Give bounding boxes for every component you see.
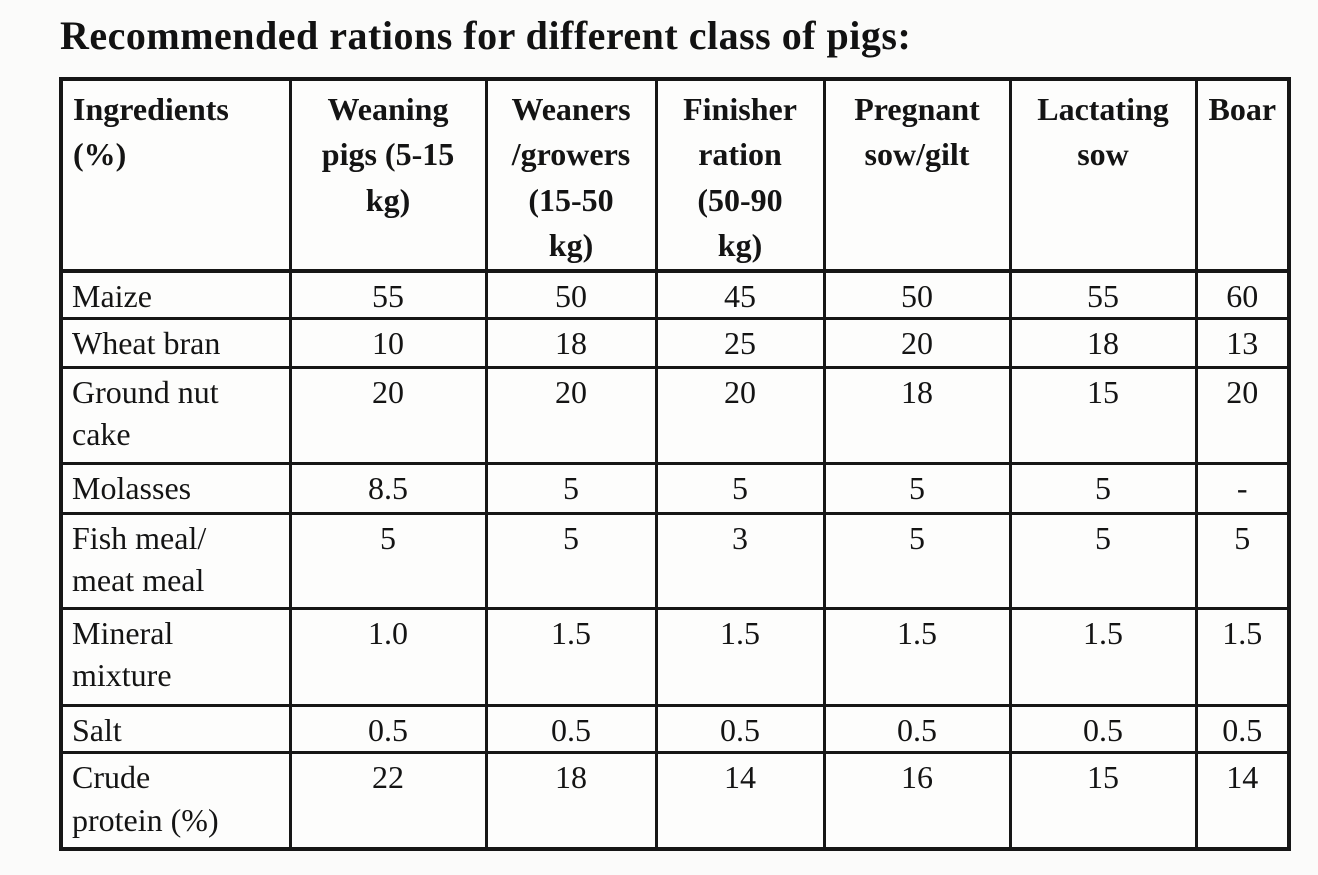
table-row-molasses: Molasses 8.5 5 5 5 5 - [59, 462, 1291, 516]
cell-value: 1.5 [654, 607, 826, 708]
column-header-boar: Boar [1194, 77, 1291, 273]
cell-value: 5 [1194, 512, 1291, 611]
cell-value: 20 [288, 366, 488, 466]
rations-table: Ingredients (%) Weaning pigs (5-15 kg) W… [59, 77, 1291, 851]
cell-value: 8.5 [288, 462, 488, 516]
cell-value: 1.5 [1194, 607, 1291, 708]
table-row-salt: Salt 0.5 0.5 0.5 0.5 0.5 0.5 [59, 704, 1291, 755]
cell-value: 0.5 [654, 704, 826, 755]
column-header-ingredients: Ingredients (%) [59, 77, 292, 273]
cell-value: 5 [654, 462, 826, 516]
cell-value: 18 [484, 317, 658, 370]
cell-value: 25 [654, 317, 826, 370]
cell-value: 16 [822, 751, 1012, 851]
ingredient-name: Ground nut cake [59, 366, 292, 466]
column-header-finisher-ration: Finisher ration (50-90 kg) [654, 77, 826, 273]
cell-value: 5 [822, 462, 1012, 516]
cell-value: 0.5 [1008, 704, 1198, 755]
table-row-ground-nut-cake: Ground nut cake 20 20 20 18 15 20 [59, 366, 1291, 466]
cell-value: 3 [654, 512, 826, 611]
cell-value: 50 [484, 269, 658, 321]
ingredient-name: Mineral mixture [59, 607, 292, 708]
cell-value: 0.5 [484, 704, 658, 755]
column-header-lactating-sow: Lactating sow [1008, 77, 1198, 273]
cell-value: 20 [822, 317, 1012, 370]
ingredient-name: Maize [59, 269, 292, 321]
cell-value: 1.5 [1008, 607, 1198, 708]
cell-value: 14 [1194, 751, 1291, 851]
cell-value: 50 [822, 269, 1012, 321]
ingredient-name: Salt [59, 704, 292, 755]
page-title: Recommended rations for different class … [60, 13, 912, 58]
cell-value: 60 [1194, 269, 1291, 321]
cell-value: 22 [288, 751, 488, 851]
cell-value: 5 [288, 512, 488, 611]
column-header-pregnant-sow: Pregnant sow/gilt [822, 77, 1012, 273]
cell-value: 5 [484, 512, 658, 611]
cell-value: 5 [822, 512, 1012, 611]
cell-value: 1.0 [288, 607, 488, 708]
table-row-crude-protein: Crude protein (%) 22 18 14 16 15 14 [59, 751, 1291, 851]
cell-value: 13 [1194, 317, 1291, 370]
cell-value: 5 [1008, 462, 1198, 516]
cell-value: 5 [484, 462, 658, 516]
cell-value: 20 [654, 366, 826, 466]
header-row: Ingredients (%) Weaning pigs (5-15 kg) W… [59, 77, 1291, 273]
cell-value: 45 [654, 269, 826, 321]
cell-value: 18 [822, 366, 1012, 466]
cell-value: 14 [654, 751, 826, 851]
table-row-maize: Maize 55 50 45 50 55 60 [59, 269, 1291, 321]
ingredient-name: Wheat bran [59, 317, 292, 370]
cell-value: 15 [1008, 751, 1198, 851]
cell-value: 55 [1008, 269, 1198, 321]
table-row-mineral-mixture: Mineral mixture 1.0 1.5 1.5 1.5 1.5 1.5 [59, 607, 1291, 708]
cell-value: 20 [484, 366, 658, 466]
cell-value: 0.5 [822, 704, 1012, 755]
cell-value: 0.5 [1194, 704, 1291, 755]
ingredient-name: Crude protein (%) [59, 751, 292, 851]
cell-value: 18 [1008, 317, 1198, 370]
table-row-fish-meal: Fish meal/ meat meal 5 5 3 5 5 5 [59, 512, 1291, 611]
cell-value: 5 [1008, 512, 1198, 611]
column-header-weaning-pigs: Weaning pigs (5-15 kg) [288, 77, 488, 273]
cell-value: 1.5 [822, 607, 1012, 708]
cell-value: 10 [288, 317, 488, 370]
cell-value: 18 [484, 751, 658, 851]
column-header-weaners-growers: Weaners /growers (15-50 kg) [484, 77, 658, 273]
table-header: Ingredients (%) Weaning pigs (5-15 kg) W… [59, 77, 1291, 273]
table-row-wheat-bran: Wheat bran 10 18 25 20 18 13 [59, 317, 1291, 370]
cell-value: 0.5 [288, 704, 488, 755]
cell-value: 20 [1194, 366, 1291, 466]
cell-value: 1.5 [484, 607, 658, 708]
cell-value: - [1194, 462, 1291, 516]
table-body: Maize 55 50 45 50 55 60 Wheat bran 10 18… [59, 269, 1291, 851]
ingredient-name: Fish meal/ meat meal [59, 512, 292, 611]
cell-value: 55 [288, 269, 488, 321]
cell-value: 15 [1008, 366, 1198, 466]
ingredient-name: Molasses [59, 462, 292, 516]
